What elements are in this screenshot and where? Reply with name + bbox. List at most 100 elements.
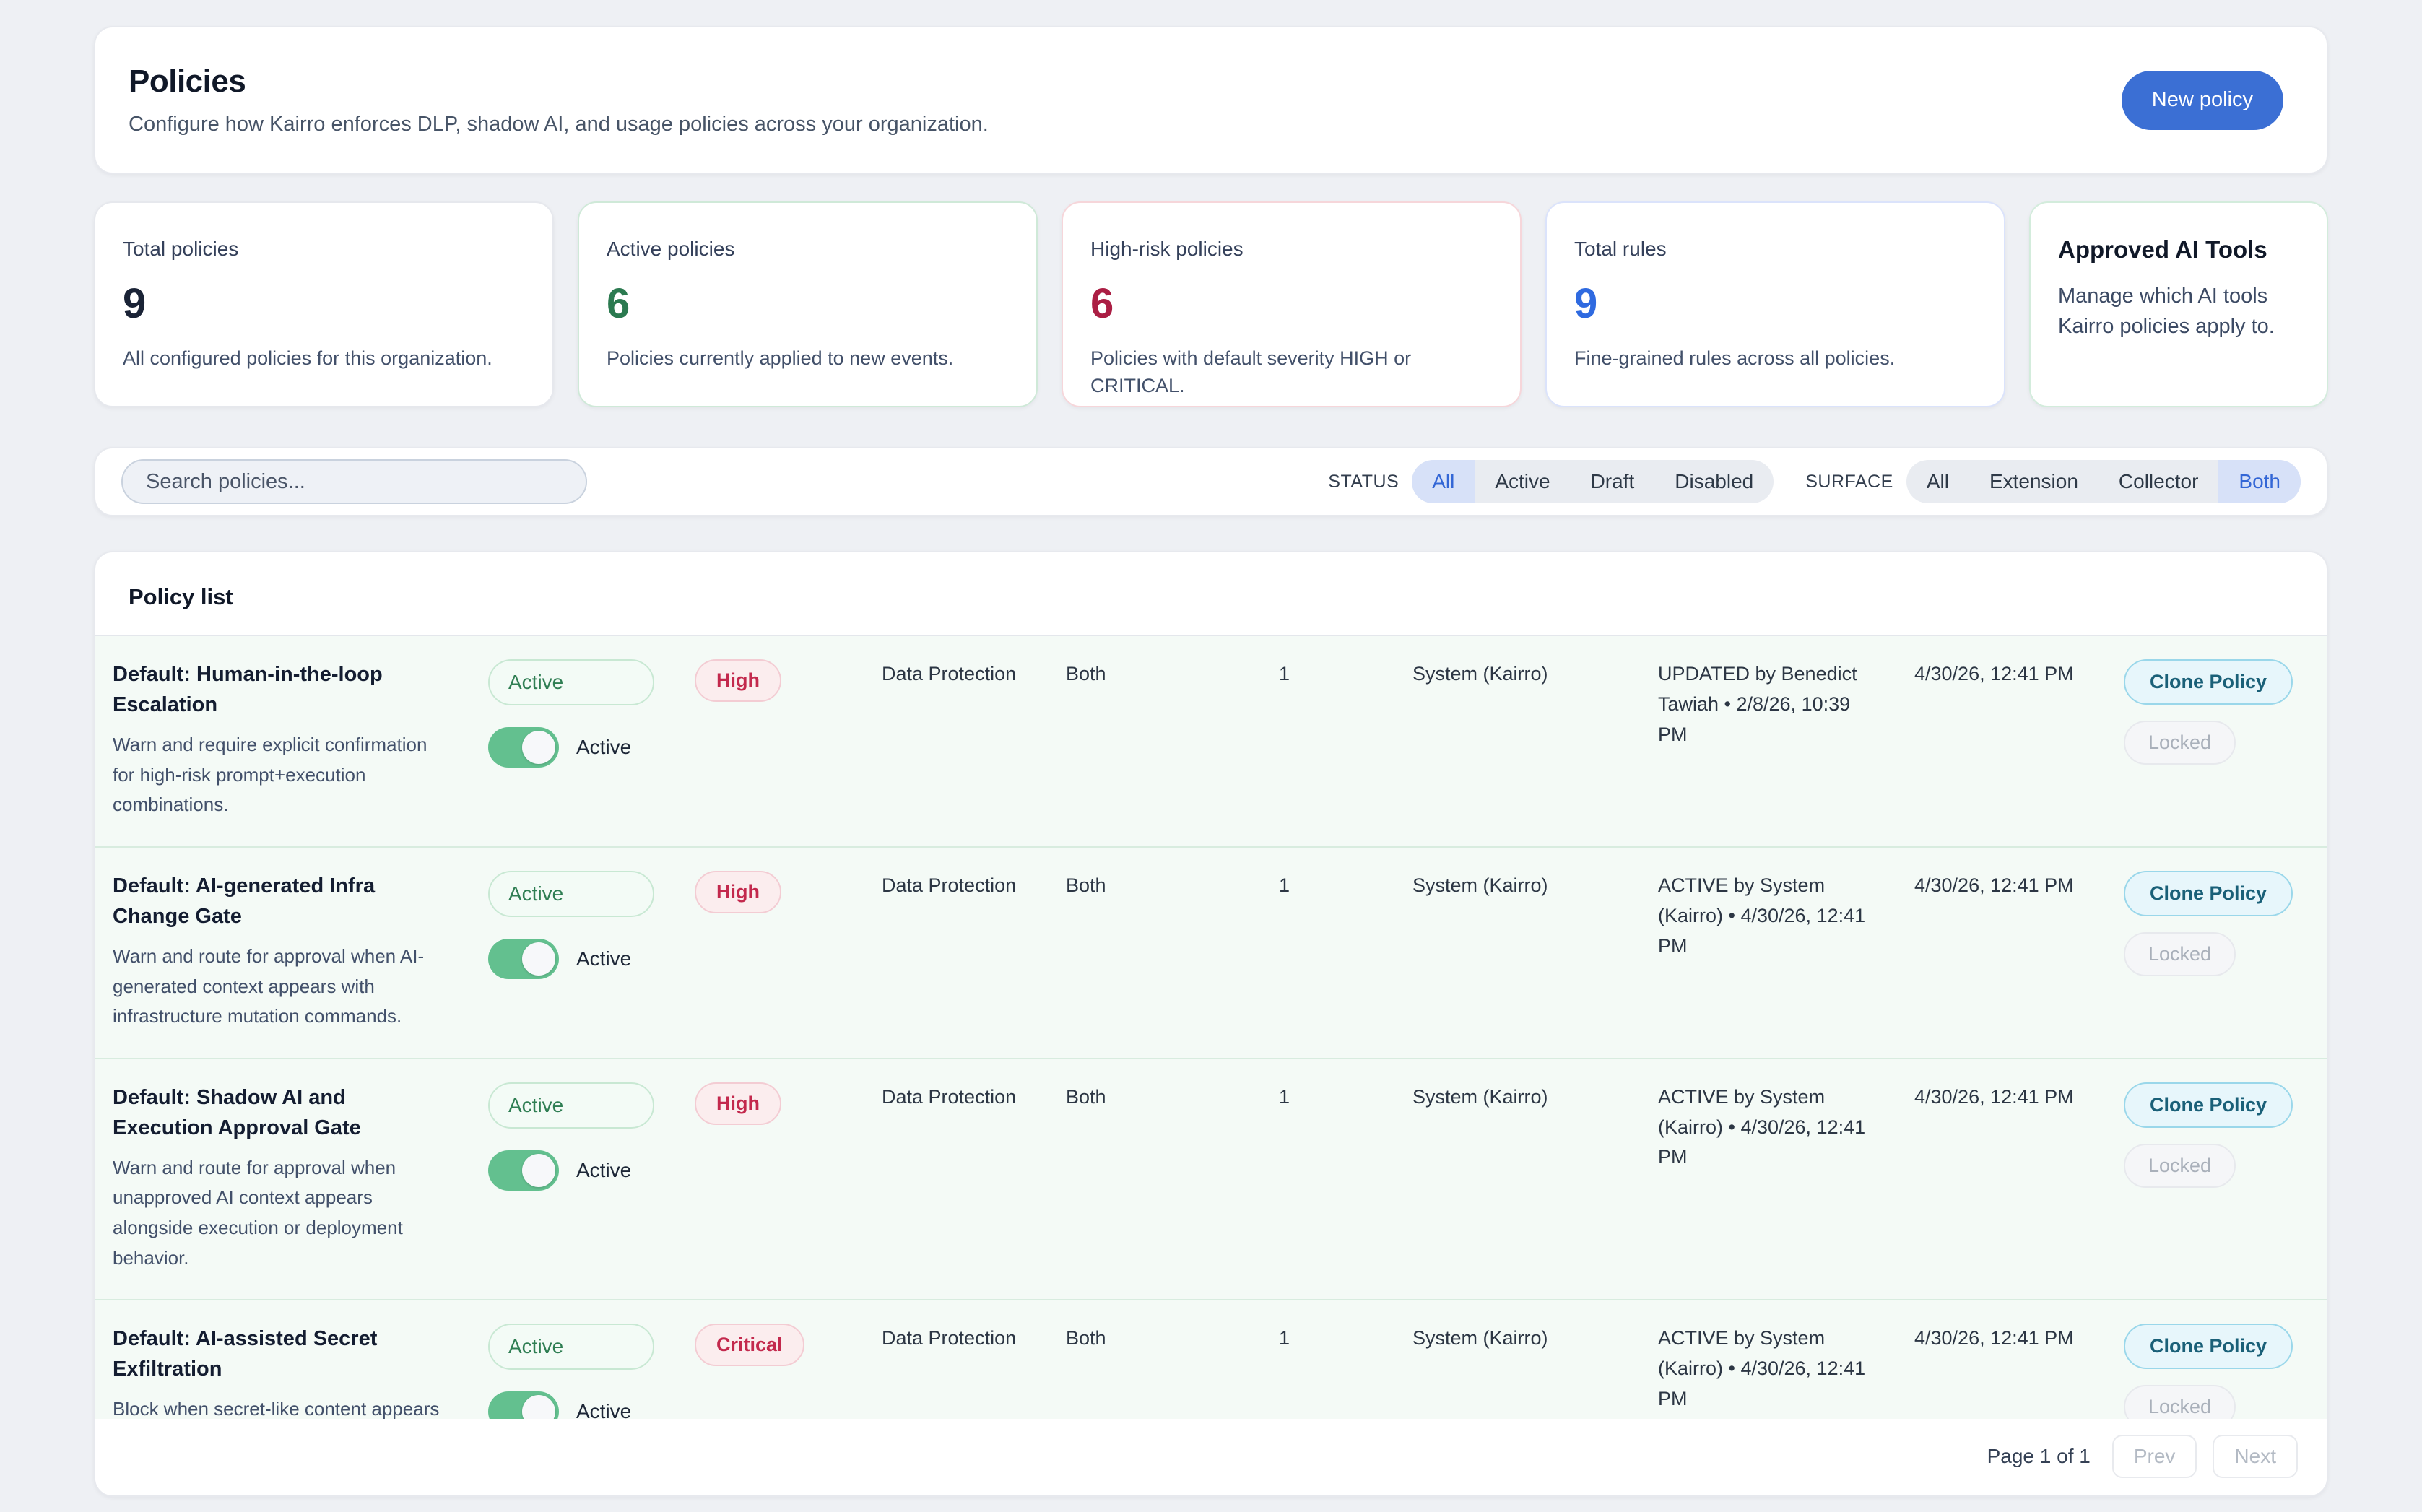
toggle-label: Active (576, 1159, 631, 1182)
toggle-label: Active (576, 947, 631, 970)
next-page-button[interactable]: Next (2213, 1435, 2298, 1478)
policy-list-rows: Default: Human-in-the-loop Escalation Wa… (95, 635, 2327, 1419)
stat-label: Total rules (1574, 238, 1976, 261)
clone-policy-button[interactable]: Clone Policy (2124, 1082, 2293, 1128)
approved-ai-tools-card[interactable]: Approved AI Tools Manage which AI tools K… (2029, 201, 2328, 407)
search-input[interactable] (121, 459, 587, 504)
status-badge: Active (488, 659, 654, 705)
surface-option-extension[interactable]: Extension (1969, 460, 2098, 503)
status-option-disabled[interactable]: Disabled (1654, 460, 1774, 503)
policy-title: Default: AI-assisted Secret Exfiltration (113, 1324, 474, 1384)
approved-ai-tools-description: Manage which AI tools Kairro policies ap… (2058, 281, 2299, 342)
stat-card: Total policies 9 All configured policies… (94, 201, 554, 407)
stat-value: 6 (607, 279, 1009, 328)
locked-button[interactable]: Locked (2124, 932, 2236, 976)
surface-option-both[interactable]: Both (2218, 460, 2301, 503)
severity-badge: High (695, 1082, 781, 1125)
policy-updated-date: 4/30/26, 12:41 PM (1885, 1324, 2124, 1419)
policy-row: Default: Human-in-the-loop Escalation Wa… (95, 636, 2327, 846)
stat-description: Fine-grained rules across all policies. (1574, 345, 1976, 373)
stat-value: 6 (1090, 279, 1493, 328)
toggle-knob (522, 731, 555, 764)
prev-page-button[interactable]: Prev (2112, 1435, 2197, 1478)
stat-card: Active policies 6 Policies currently app… (578, 201, 1038, 407)
toggle-knob (522, 1395, 555, 1419)
surface-option-collector[interactable]: Collector (2098, 460, 2218, 503)
clone-policy-button[interactable]: Clone Policy (2124, 1324, 2293, 1369)
policy-type: Data Protection (853, 871, 1037, 1032)
policy-updated-info: UPDATED by Benedict Tawiah • 2/8/26, 10:… (1629, 659, 1885, 820)
policy-title: Default: Shadow AI and Execution Approva… (113, 1082, 474, 1143)
locked-button[interactable]: Locked (2124, 721, 2236, 765)
policy-updated-info: ACTIVE by System (Kairro) • 4/30/26, 12:… (1629, 1324, 1885, 1419)
policy-description: Warn and require explicit confirmation f… (113, 730, 474, 820)
toggle-label: Active (576, 736, 631, 759)
clone-policy-button[interactable]: Clone Policy (2124, 659, 2293, 705)
status-option-all[interactable]: All (1412, 460, 1475, 503)
filter-bar: STATUS AllActiveDraftDisabled SURFACE Al… (94, 447, 2328, 516)
policy-created-by: System (Kairro) (1384, 871, 1629, 1032)
status-filter-group: AllActiveDraftDisabled (1412, 460, 1774, 503)
active-toggle[interactable] (488, 727, 559, 768)
stat-value: 9 (1574, 279, 1976, 328)
policy-list-panel: Policy list Default: Human-in-the-loop E… (94, 551, 2328, 1497)
page-subtitle: Configure how Kairro enforces DLP, shado… (129, 113, 989, 136)
active-toggle[interactable] (488, 1150, 559, 1191)
policy-row: Default: AI-assisted Secret Exfiltration… (95, 1299, 2327, 1419)
status-option-draft[interactable]: Draft (1571, 460, 1655, 503)
policy-updated-date: 4/30/26, 12:41 PM (1885, 659, 2124, 820)
stat-card: High-risk policies 6 Policies with defau… (1062, 201, 1522, 407)
page-header: Policies Configure how Kairro enforces D… (94, 26, 2328, 174)
page-title: Policies (129, 64, 989, 100)
severity-badge: Critical (695, 1324, 804, 1366)
toggle-label: Active (576, 1400, 631, 1419)
surface-filter-group: AllExtensionCollectorBoth (1906, 460, 2301, 503)
approved-ai-tools-title: Approved AI Tools (2058, 236, 2299, 264)
stat-label: High-risk policies (1090, 238, 1493, 261)
locked-button[interactable]: Locked (2124, 1385, 2236, 1419)
policy-type: Data Protection (853, 659, 1037, 820)
surface-option-all[interactable]: All (1906, 460, 1969, 503)
status-option-active[interactable]: Active (1475, 460, 1570, 503)
policy-created-by: System (Kairro) (1384, 659, 1629, 820)
status-badge: Active (488, 1082, 654, 1129)
stat-card: Total rules 9 Fine-grained rules across … (1545, 201, 2005, 407)
page-indicator: Page 1 of 1 (1987, 1445, 2091, 1468)
active-toggle[interactable] (488, 1391, 559, 1419)
toggle-knob (522, 1154, 555, 1187)
policy-description: Block when secret-like content appears i… (113, 1394, 474, 1419)
toggle-knob (522, 942, 555, 976)
stat-description: Policies currently applied to new events… (607, 345, 1009, 373)
policy-row: Default: Shadow AI and Execution Approva… (95, 1058, 2327, 1299)
locked-button[interactable]: Locked (2124, 1144, 2236, 1188)
policy-description: Warn and route for approval when AI-gene… (113, 942, 474, 1032)
policy-title: Default: AI-generated Infra Change Gate (113, 871, 474, 931)
severity-badge: High (695, 659, 781, 702)
policy-surface: Both (1037, 659, 1250, 820)
surface-filter-label: SURFACE (1805, 472, 1893, 492)
policy-created-by: System (Kairro) (1384, 1324, 1629, 1419)
policy-row: Default: AI-generated Infra Change Gate … (95, 846, 2327, 1058)
policy-type: Data Protection (853, 1324, 1037, 1419)
policy-description: Warn and route for approval when unappro… (113, 1153, 474, 1273)
stat-value: 9 (123, 279, 525, 328)
policy-rules-count: 1 (1250, 659, 1384, 820)
policy-rules-count: 1 (1250, 871, 1384, 1032)
policy-list-title: Policy list (129, 584, 2293, 610)
stat-label: Active policies (607, 238, 1009, 261)
policy-updated-info: ACTIVE by System (Kairro) • 4/30/26, 12:… (1629, 871, 1885, 1032)
new-policy-button[interactable]: New policy (2122, 71, 2283, 130)
policy-surface: Both (1037, 1082, 1250, 1273)
pagination-bar: Page 1 of 1 Prev Next (95, 1419, 2327, 1494)
policy-surface: Both (1037, 871, 1250, 1032)
clone-policy-button[interactable]: Clone Policy (2124, 871, 2293, 916)
stat-description: Policies with default severity HIGH or C… (1090, 345, 1493, 400)
policy-rules-count: 1 (1250, 1324, 1384, 1419)
policy-updated-info: ACTIVE by System (Kairro) • 4/30/26, 12:… (1629, 1082, 1885, 1273)
active-toggle[interactable] (488, 939, 559, 979)
status-filter-label: STATUS (1328, 472, 1399, 492)
policy-title: Default: Human-in-the-loop Escalation (113, 659, 474, 720)
severity-badge: High (695, 871, 781, 913)
stat-label: Total policies (123, 238, 525, 261)
policy-rules-count: 1 (1250, 1082, 1384, 1273)
